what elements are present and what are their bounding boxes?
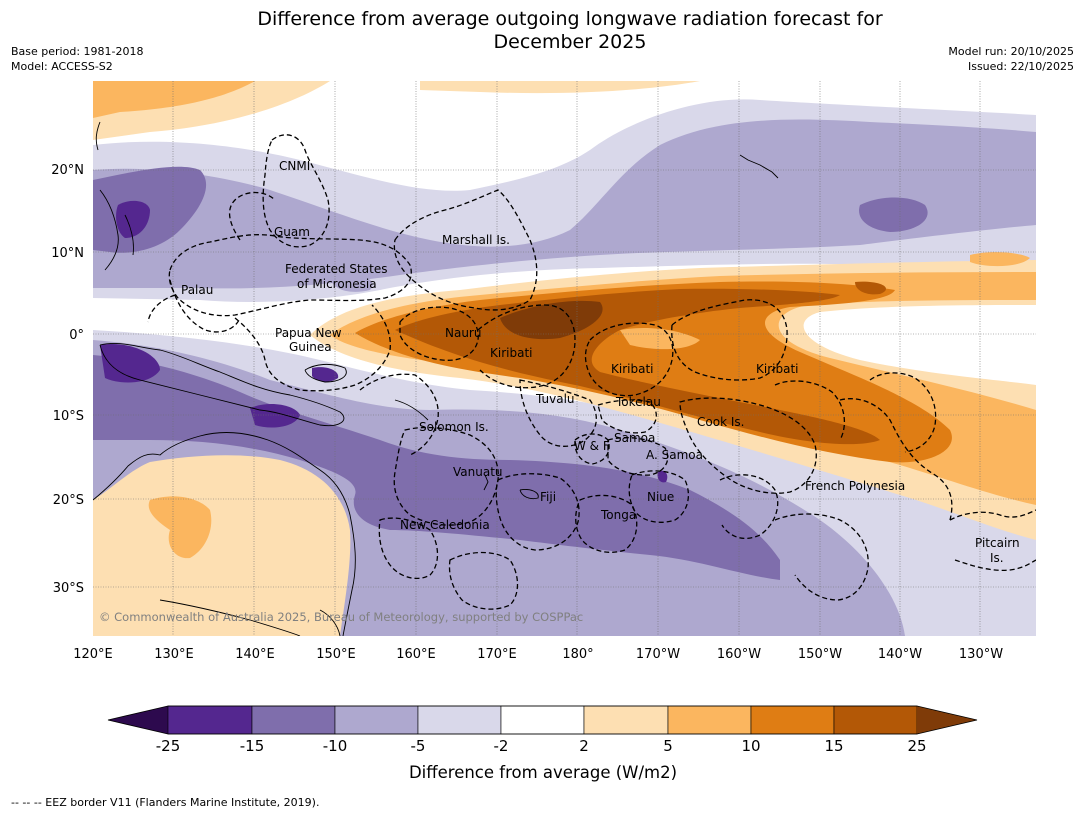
label-cnmi: CNMI <box>279 159 310 173</box>
y-tick-label: 10°S <box>53 409 84 424</box>
colorbar-outline <box>107 705 978 735</box>
x-tick-label: 130°E <box>154 647 194 662</box>
title-line-1: Difference from average outgoing longwav… <box>257 8 883 30</box>
label-kiribati-central: Kiribati <box>611 362 653 376</box>
colorbar-segment <box>251 705 336 735</box>
x-tick-label: 140°W <box>878 647 922 662</box>
x-tick-label: 180° <box>562 647 593 662</box>
eez-borders <box>147 134 1036 610</box>
colorbar-extend-max <box>917 706 977 734</box>
y-axis-labels: 20°N 10°N 0° 10°S 20°S 30°S <box>51 163 84 596</box>
label-nauru: Nauru <box>445 326 481 340</box>
colorbar-segment <box>167 705 253 735</box>
label-fsm-line-1: Federated States <box>285 262 387 276</box>
y-tick-label: 10°N <box>51 246 84 261</box>
label-pitcairn-line-1: Pitcairn <box>975 536 1020 550</box>
label-fiji: Fiji <box>540 490 556 504</box>
coastlines <box>93 121 779 636</box>
x-tick-label: 130°W <box>959 647 1003 662</box>
label-guam: Guam <box>274 225 310 239</box>
label-french-polynesia: French Polynesia <box>805 479 905 493</box>
label-new-caledonia: New Caledonia <box>400 518 490 532</box>
colorbar-tick: 10 <box>741 737 760 755</box>
x-tick-label: 120°E <box>73 647 113 662</box>
colorbar-segment <box>750 705 835 735</box>
colorbar-title: Difference from average (W/m2) <box>409 763 677 782</box>
label-tuvalu: Tuvalu <box>535 392 575 406</box>
colorbar-tick: -10 <box>323 737 348 755</box>
label-png-line-2: Guinea <box>289 340 332 354</box>
region-labels: CNMI Guam Marshall Is. Federated States … <box>181 159 1020 565</box>
colorbar-tick: -5 <box>411 737 426 755</box>
colorbar-tick: -25 <box>156 737 181 755</box>
colorbar: -25 -15 -10 -5 -2 2 5 10 15 25 Differenc… <box>107 705 978 782</box>
colorbar-segment <box>417 705 502 735</box>
x-tick-label: 150°E <box>316 647 356 662</box>
label-tonga: Tonga <box>600 508 636 522</box>
label-american-samoa: A. Samoa <box>646 448 703 462</box>
label-png-line-1: Papua New <box>275 326 342 340</box>
title-line-2: December 2025 <box>493 31 647 53</box>
colorbar-tick: 5 <box>663 737 673 755</box>
colorbar-tick: 15 <box>824 737 843 755</box>
colorbar-segment <box>500 705 585 735</box>
colorbar-tick: 2 <box>579 737 589 755</box>
colorbar-tick: -15 <box>240 737 265 755</box>
x-tick-label: 170°W <box>636 647 680 662</box>
model-name: Model: ACCESS-S2 <box>11 60 113 73</box>
x-tick-label: 170°E <box>477 647 517 662</box>
label-marshall-islands: Marshall Is. <box>442 233 510 247</box>
y-tick-label: 20°S <box>53 493 84 508</box>
label-solomon-islands: Solomon Is. <box>419 420 489 434</box>
colorbar-segment <box>583 705 669 735</box>
x-tick-label: 140°E <box>235 647 275 662</box>
x-tick-label: 160°E <box>396 647 436 662</box>
eez-source-note: -- -- -- EEZ border V11 (Flanders Marine… <box>11 796 320 809</box>
y-tick-label: 0° <box>69 328 84 343</box>
label-vanuatu: Vanuatu <box>453 465 503 479</box>
y-tick-label: 20°N <box>51 163 84 178</box>
meta-left: Base period: 1981-2018 Model: ACCESS-S2 <box>11 44 143 74</box>
map-field: CNMI Guam Marshall Is. Federated States … <box>93 81 1036 636</box>
colorbar-tick-labels: -25 -15 -10 -5 -2 2 5 10 15 25 <box>156 737 927 755</box>
colorbar-segment <box>667 705 752 735</box>
model-run: Model run: 20/10/2025 <box>948 45 1074 58</box>
map-title: Difference from average outgoing longwav… <box>0 8 1085 54</box>
label-cook-islands: Cook Is. <box>697 415 744 429</box>
label-fsm-line-2: of Micronesia <box>297 277 377 291</box>
y-tick-label: 30°S <box>53 581 84 596</box>
x-tick-label: 150°W <box>798 647 842 662</box>
colorbar-extend-min <box>108 706 168 734</box>
map-gridlines <box>93 81 1036 636</box>
label-palau: Palau <box>181 283 213 297</box>
meta-right: Model run: 20/10/2025 Issued: 22/10/2025 <box>948 44 1074 74</box>
issued-date: Issued: 22/10/2025 <box>967 60 1074 73</box>
colorbar-segment <box>334 705 419 735</box>
label-tokelau: Tokelau <box>615 395 661 409</box>
label-kiribati-west: Kiribati <box>490 346 532 360</box>
colorbar-tick: -2 <box>494 737 509 755</box>
label-niue: Niue <box>647 490 674 504</box>
copyright-credit: © Commonwealth of Australia 2025, Bureau… <box>99 610 583 624</box>
label-pitcairn-line-2: Is. <box>990 551 1004 565</box>
x-tick-label: 160°W <box>717 647 761 662</box>
base-period: Base period: 1981-2018 <box>11 45 144 58</box>
x-axis-labels: 120°E 130°E 140°E 150°E 160°E 170°E 180°… <box>73 647 1003 662</box>
label-samoa: Samoa <box>614 431 655 445</box>
colorbar-tick: 25 <box>907 737 926 755</box>
label-kiribati-east: Kiribati <box>756 362 798 376</box>
colorbar-segment <box>833 705 918 735</box>
label-wallis-futuna: W & F <box>574 439 610 453</box>
